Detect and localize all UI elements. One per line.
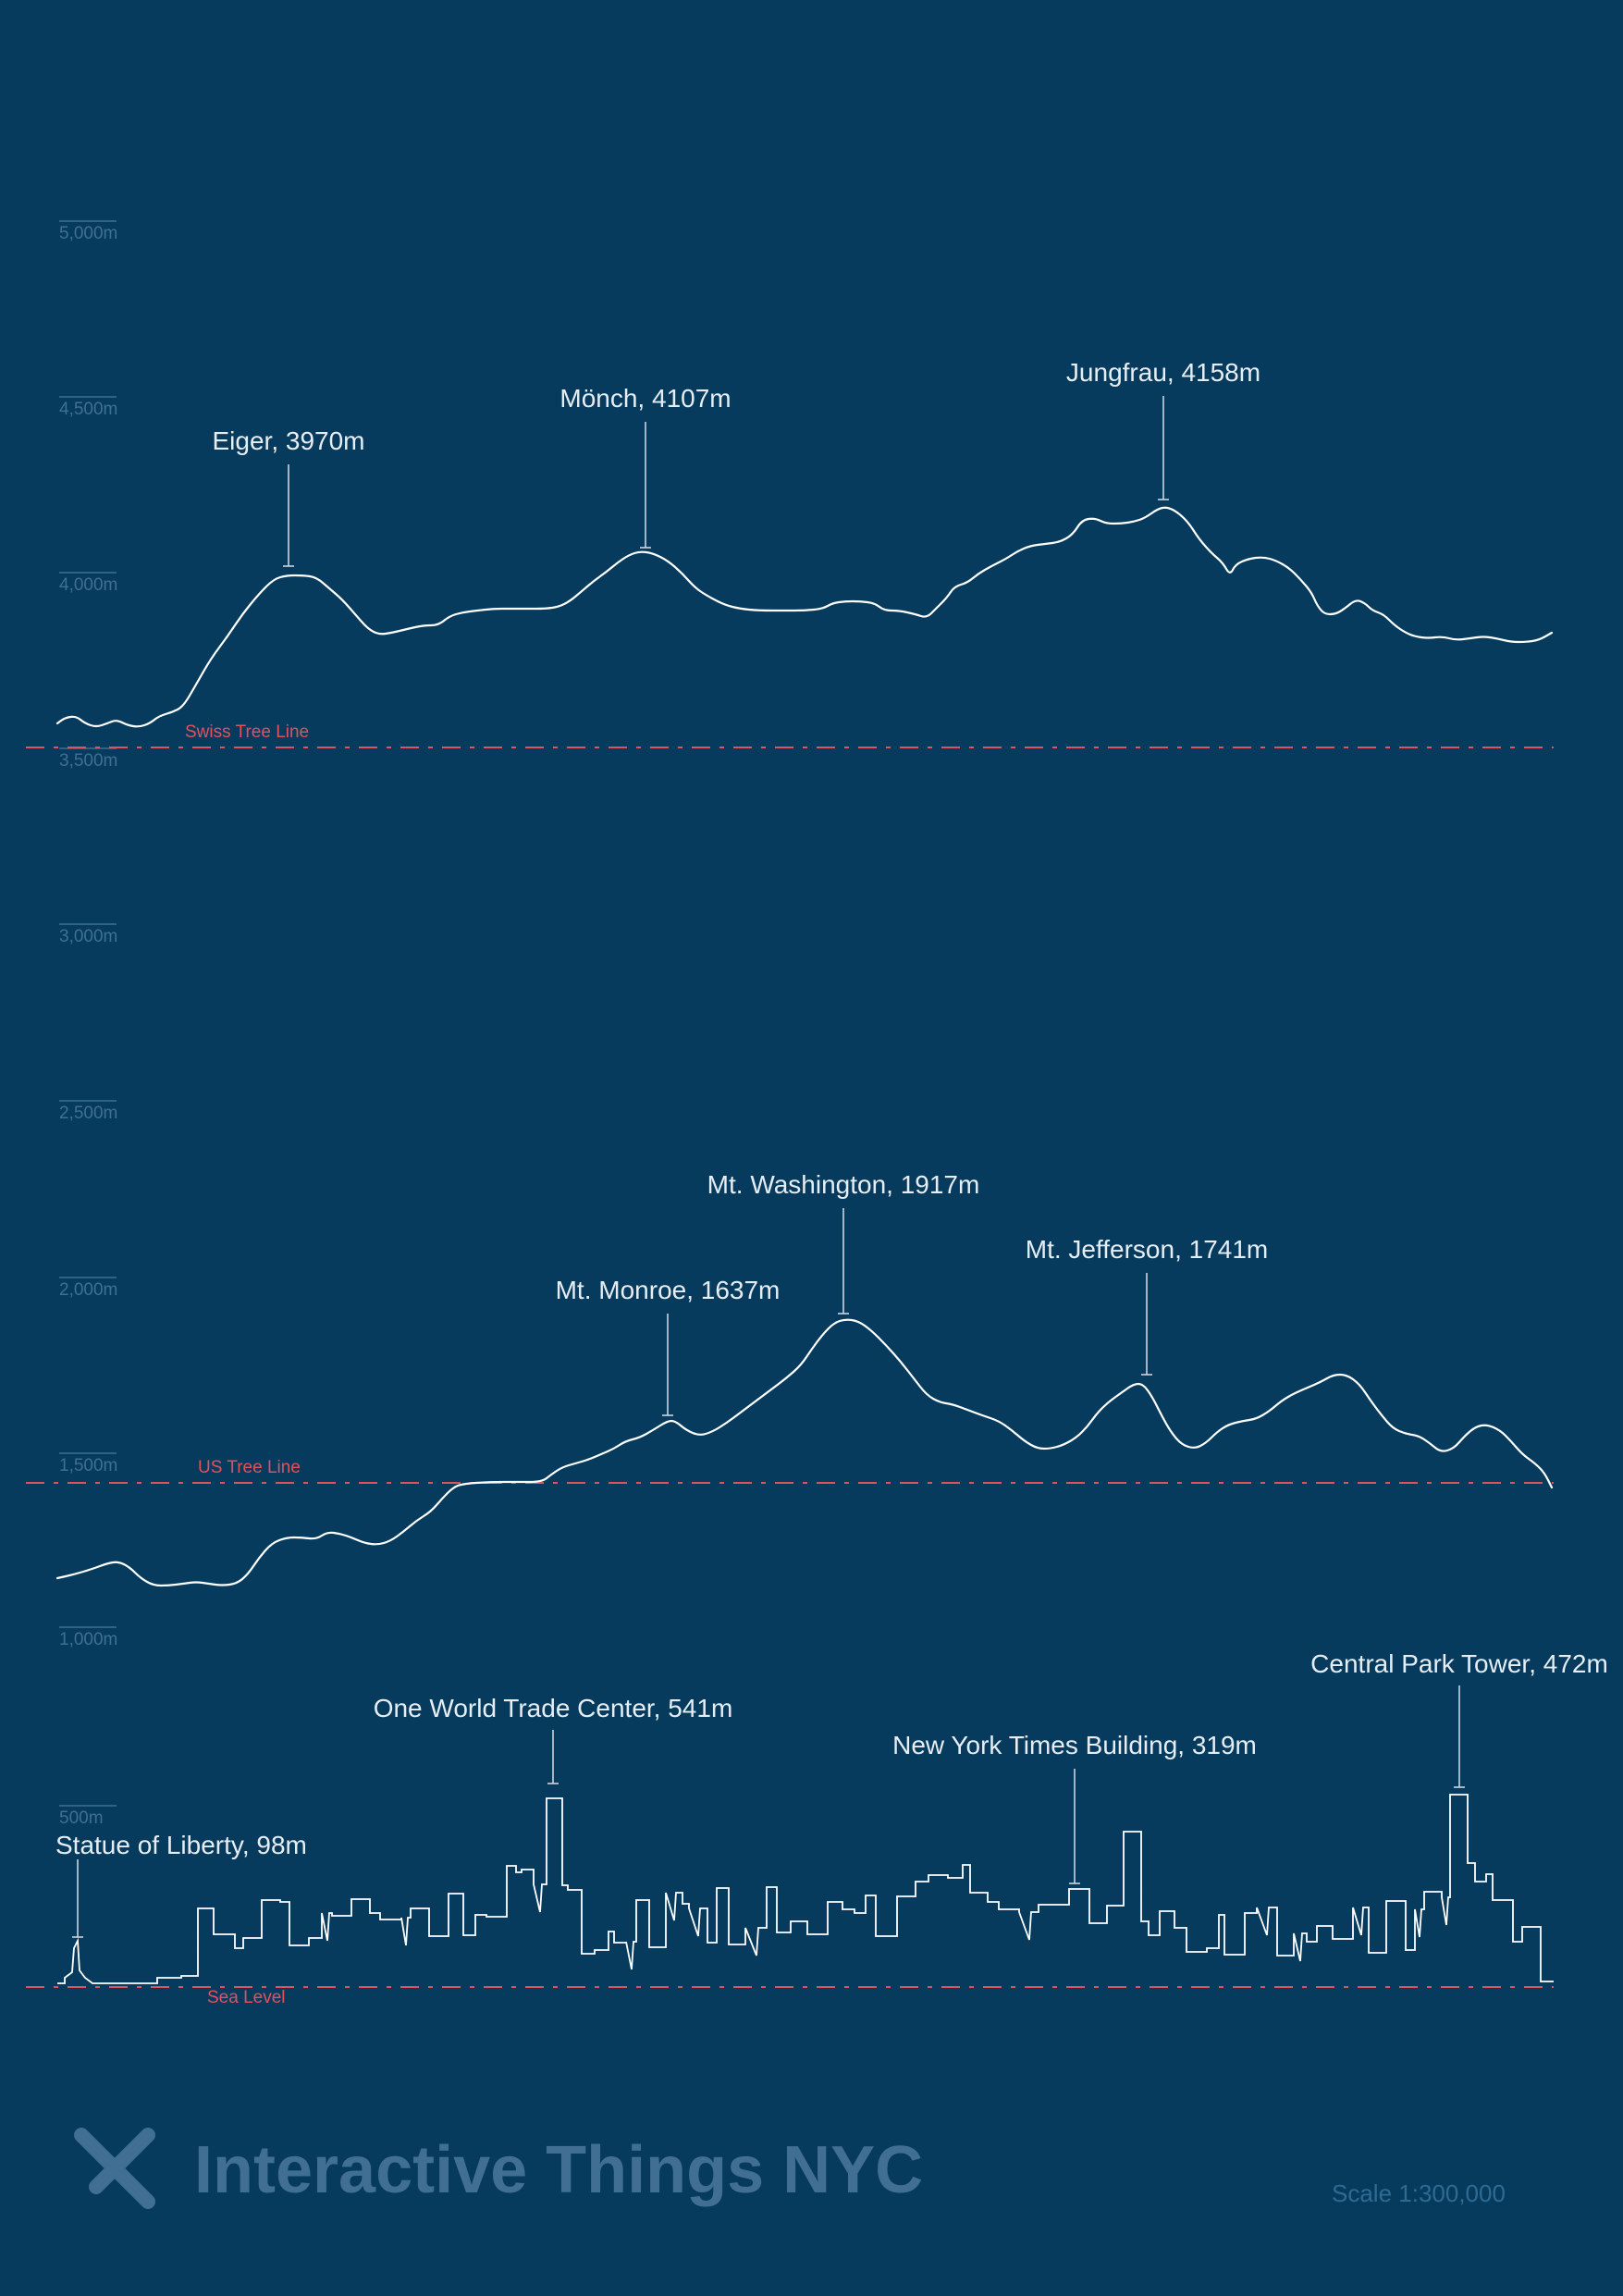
reference-line-label: Sea Level — [207, 1988, 286, 2007]
tick-label: 3,000m — [59, 927, 117, 946]
brand-name: Interactive Things NYC — [194, 2133, 923, 2207]
tick-label: 5,000m — [59, 224, 117, 243]
peak-annotations: Eiger, 3970m Mönch, 4107m Jungfrau, 4158m M… — [55, 358, 1608, 1938]
peak-label: Central Park Tower, 472m — [1310, 1649, 1608, 1678]
peak-annotation: Jungfrau, 4158m — [1066, 358, 1260, 500]
y-axis: 1,000m 500m 1,500m 2,000m 2,500m 3,000m 3,500m… — [59, 220, 117, 1828]
peak-annotation: Central Park Tower, 472m — [1310, 1649, 1608, 1788]
us-mountains-profile — [55, 1318, 1554, 1587]
scale-label: Scale 1:300,000 — [1332, 2179, 1506, 2207]
tick-label: 4,500m — [59, 400, 117, 419]
peak-label: Mönch, 4107m — [559, 384, 731, 413]
peak-label: New York Times Building, 319m — [892, 1731, 1257, 1759]
reference-lines: Swiss Tree Line US Tree Line Sea Level — [26, 722, 1554, 2007]
peak-annotation: Eiger, 3970m — [213, 426, 365, 567]
peak-annotation: Mt. Jefferson, 1741m — [1026, 1235, 1269, 1376]
profiles — [55, 506, 1554, 1984]
peak-annotation: Mönch, 4107m — [559, 384, 732, 549]
tick-label: 3,500m — [59, 751, 117, 771]
peak-annotation: New York Times Building, 319m — [892, 1731, 1257, 1884]
tick-label: 1,500m — [59, 1456, 117, 1475]
peak-annotation: Statue of Liberty, 98m — [55, 1831, 307, 1938]
reference-line-label: US Tree Line — [198, 1458, 301, 1477]
peak-label: Eiger, 3970m — [213, 426, 365, 455]
peak-label: Mt. Monroe, 1637m — [556, 1276, 781, 1304]
peak-label: Statue of Liberty, 98m — [55, 1831, 307, 1859]
tick-label: 1,000m — [59, 1630, 117, 1649]
peak-label: Jungfrau, 4158m — [1066, 358, 1260, 387]
peak-label: Mt. Washington, 1917m — [707, 1170, 980, 1199]
peak-label: One World Trade Center, 541m — [374, 1694, 733, 1722]
peak-annotation: Mt. Washington, 1917m — [707, 1170, 980, 1315]
x-logo-icon — [74, 2128, 155, 2209]
swiss-alps-profile — [55, 506, 1554, 728]
tick-label: 500m — [59, 1808, 104, 1828]
brand-logo: Interactive Things NYC — [74, 2128, 923, 2209]
tick-label: 2,500m — [59, 1104, 117, 1123]
peak-label: Mt. Jefferson, 1741m — [1026, 1235, 1269, 1264]
nyc-skyline-profile — [57, 1794, 1554, 1984]
tick-label: 2,000m — [59, 1280, 117, 1300]
tick-label: 4,000m — [59, 575, 117, 595]
peak-annotation: One World Trade Center, 541m — [374, 1694, 733, 1784]
peak-annotation: Mt. Monroe, 1637m — [556, 1276, 781, 1416]
reference-line-label: Swiss Tree Line — [185, 722, 309, 742]
